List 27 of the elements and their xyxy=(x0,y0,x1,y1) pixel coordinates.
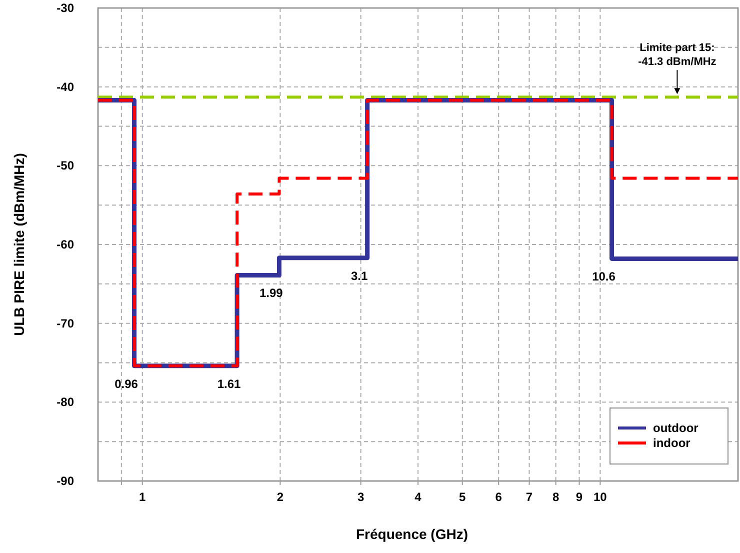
y-tick-label: -50 xyxy=(56,158,74,173)
y-axis-title: ULB PIRE limite (dBm/MHz) xyxy=(11,153,27,336)
y-tick-label: -40 xyxy=(56,80,74,94)
x-tick-label: 4 xyxy=(414,490,422,504)
annotation: 1.99 xyxy=(260,286,284,300)
legend-label: outdoor xyxy=(653,421,699,435)
x-tick-label: 3 xyxy=(357,490,364,504)
annotation: 0.96 xyxy=(114,376,138,391)
x-axis-title: Fréquence (GHz) xyxy=(356,526,468,542)
x-tick-label: 2 xyxy=(276,490,284,504)
y-tick-label: -80 xyxy=(56,395,74,410)
annotation: 3.1 xyxy=(350,268,368,283)
x-tick-label: 10 xyxy=(594,490,608,504)
annotation: 10.6 xyxy=(592,270,616,284)
legend-label: indoor xyxy=(653,436,691,450)
x-tick-label: 1 xyxy=(139,490,146,504)
y-tick-label: -70 xyxy=(56,316,74,330)
ref-line-label: Limite part 15: -41.3 dBm/MHz xyxy=(638,42,717,68)
y-tick-label: -60 xyxy=(56,238,74,252)
x-tick-label: 6 xyxy=(495,490,502,504)
y-tick-label: -30 xyxy=(56,1,74,15)
x-tick-label: 7 xyxy=(526,490,533,504)
y-tick-label: -90 xyxy=(56,474,74,488)
x-tick-label: 8 xyxy=(552,490,560,504)
x-tick-label: 5 xyxy=(459,490,466,504)
annotation: 1.61 xyxy=(217,376,242,391)
x-tick-label: 9 xyxy=(576,490,583,504)
